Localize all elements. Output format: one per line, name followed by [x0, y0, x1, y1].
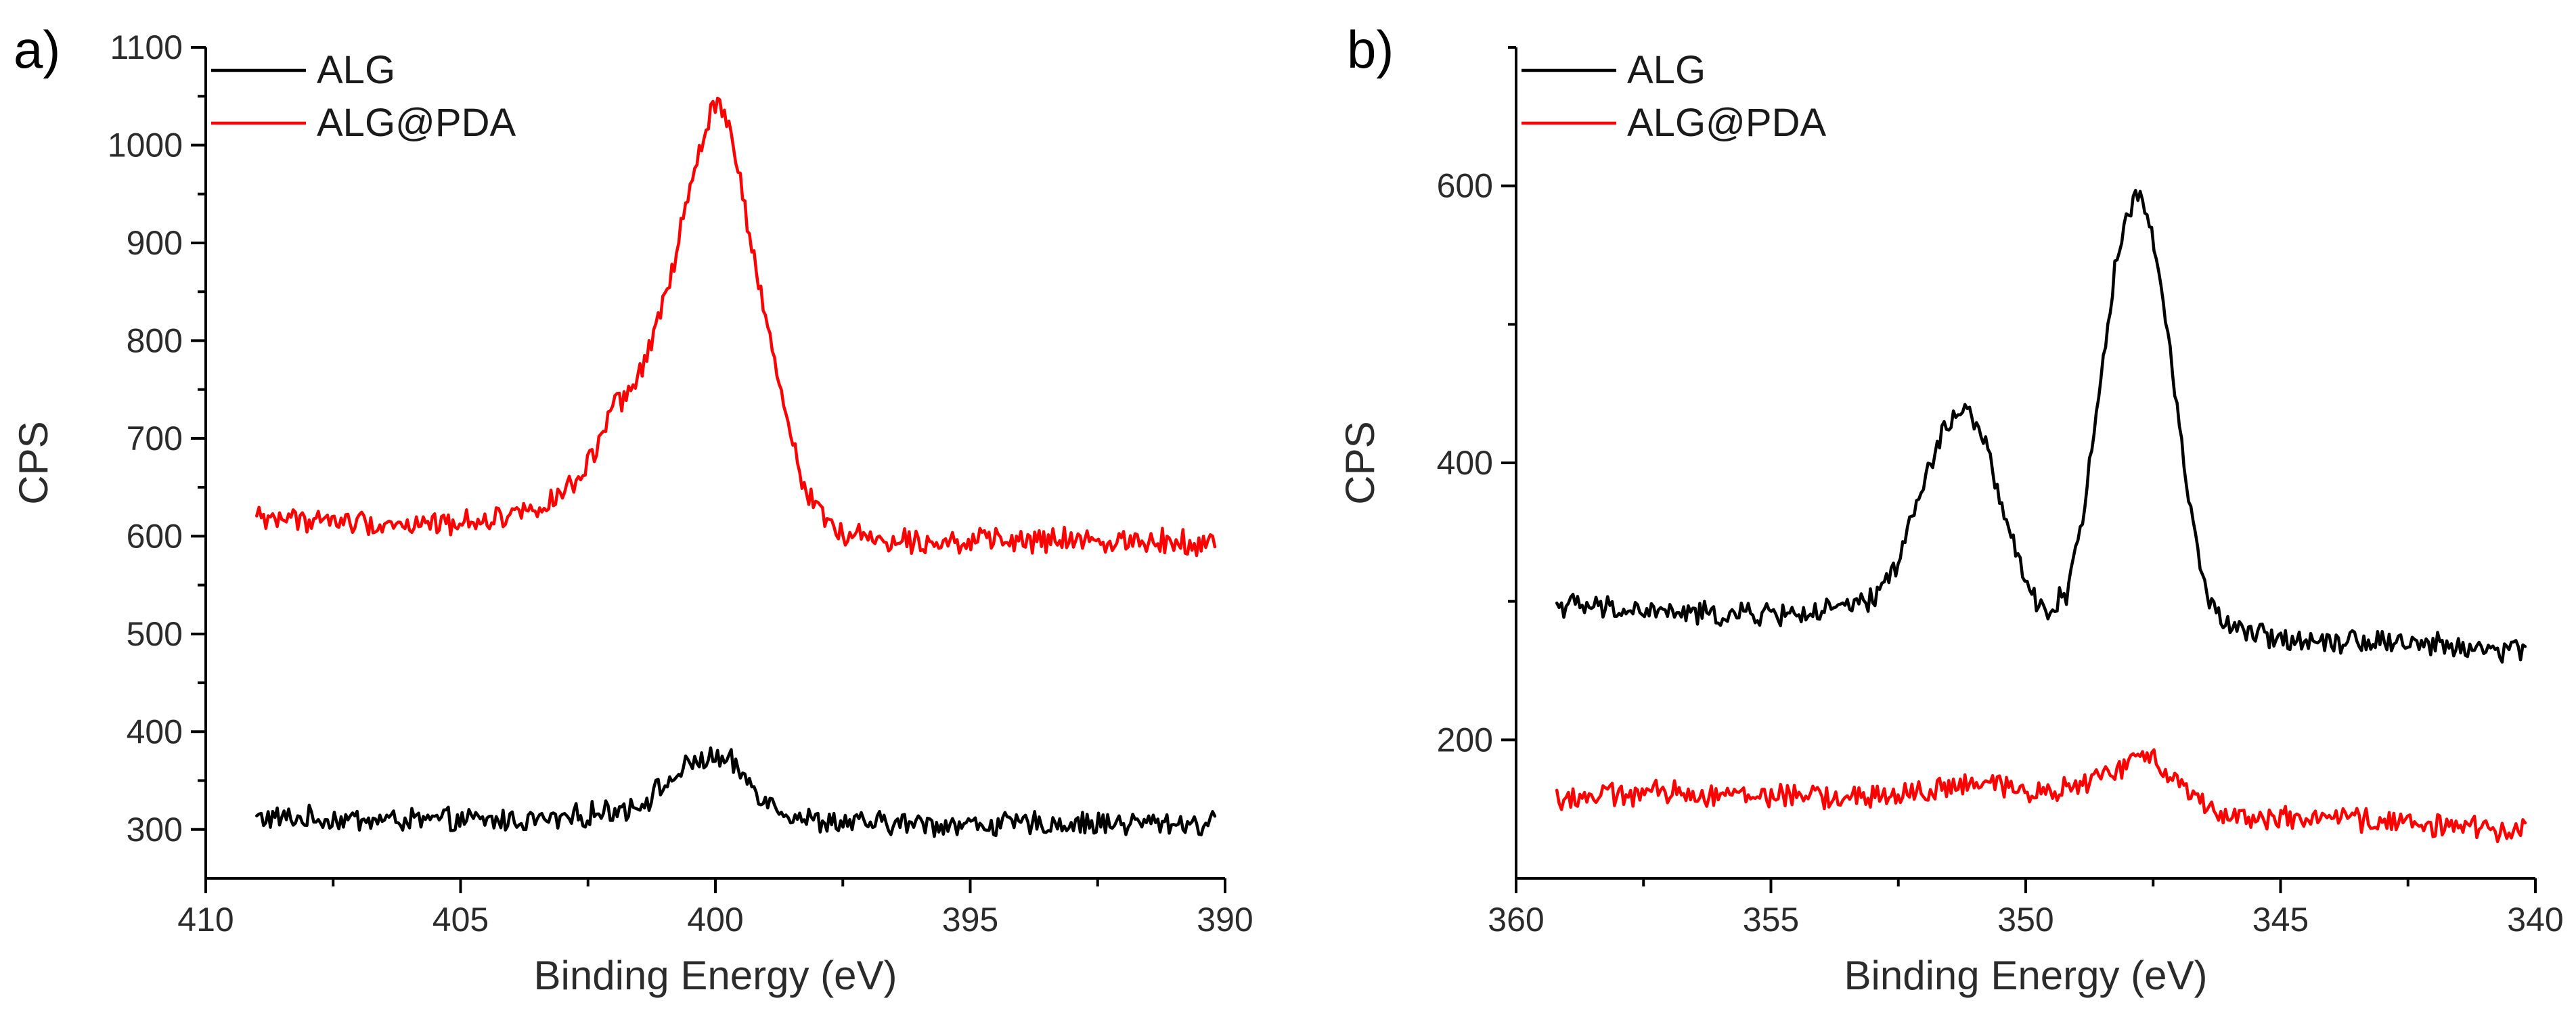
panel-a-legend: ALG ALG@PDA [211, 48, 516, 145]
panel-a: a) 410 405 400 395 390 300 400 500 600 700 800 900 1… [11, 20, 1253, 998]
panel-b-x-tick-label: 360 [1488, 901, 1544, 939]
panel-b-y-axis-label: CPS [1337, 421, 1383, 504]
panel-a-legend-algpda-label: ALG@PDA [317, 101, 516, 145]
panel-a-x-tick-label: 410 [177, 901, 234, 939]
panel-b-y-tick-label: 200 [1437, 721, 1493, 759]
panel-a-y-tick-label: 1000 [108, 126, 183, 164]
panel-a-x-tick-label: 405 [432, 901, 489, 939]
panel-b-y-tick-label: 600 [1437, 167, 1493, 205]
panel-a-legend-alg-label: ALG [317, 48, 395, 92]
panel-a-y-tick-label: 300 [127, 811, 183, 849]
panel-b-x-tick-label: 355 [1743, 901, 1799, 939]
panel-b-y-tick-label: 400 [1437, 444, 1493, 482]
panel-a-x-axis-label: Binding Energy (eV) [534, 953, 897, 998]
panel-b-x-tick-label: 340 [2507, 901, 2563, 939]
panel-b-x-tick-label: 350 [1997, 901, 2053, 939]
panel-a-series-alg-pda [255, 96, 1217, 558]
panel-a-y-tick-label: 900 [127, 224, 183, 262]
panel-b-legend: ALG ALG@PDA [1522, 48, 1827, 145]
panel-a-y-tick-label: 700 [127, 420, 183, 457]
panel-b-legend-alg-label: ALG [1627, 48, 1706, 92]
panel-a-x-tick-label: 390 [1197, 901, 1253, 939]
panel-a-x-tick-label: 395 [942, 901, 998, 939]
panel-a-y-tick-label: 500 [127, 615, 183, 653]
panel-b-x-axis-label: Binding Energy (eV) [1844, 953, 2208, 998]
panel-a-series-alg [255, 746, 1217, 838]
panel-b-label: b) [1347, 20, 1394, 79]
panel-a-y-axis-label: CPS [11, 421, 56, 504]
panel-a-y-tick-label: 1100 [110, 28, 183, 66]
panel-b-series-alg-pda [1555, 748, 2527, 844]
panel-a-label: a) [14, 20, 60, 79]
panel-a-x-tick-label: 400 [687, 901, 743, 939]
panel-b-x-tick-label: 345 [2252, 901, 2309, 939]
panel-a-y-tick-label: 800 [127, 321, 183, 359]
panel-b-series-alg [1555, 189, 2527, 664]
panel-a-y-tick-label: 400 [127, 713, 183, 750]
panel-a-y-tick-label: 600 [127, 517, 183, 555]
panel-b-legend-algpda-label: ALG@PDA [1627, 101, 1827, 145]
